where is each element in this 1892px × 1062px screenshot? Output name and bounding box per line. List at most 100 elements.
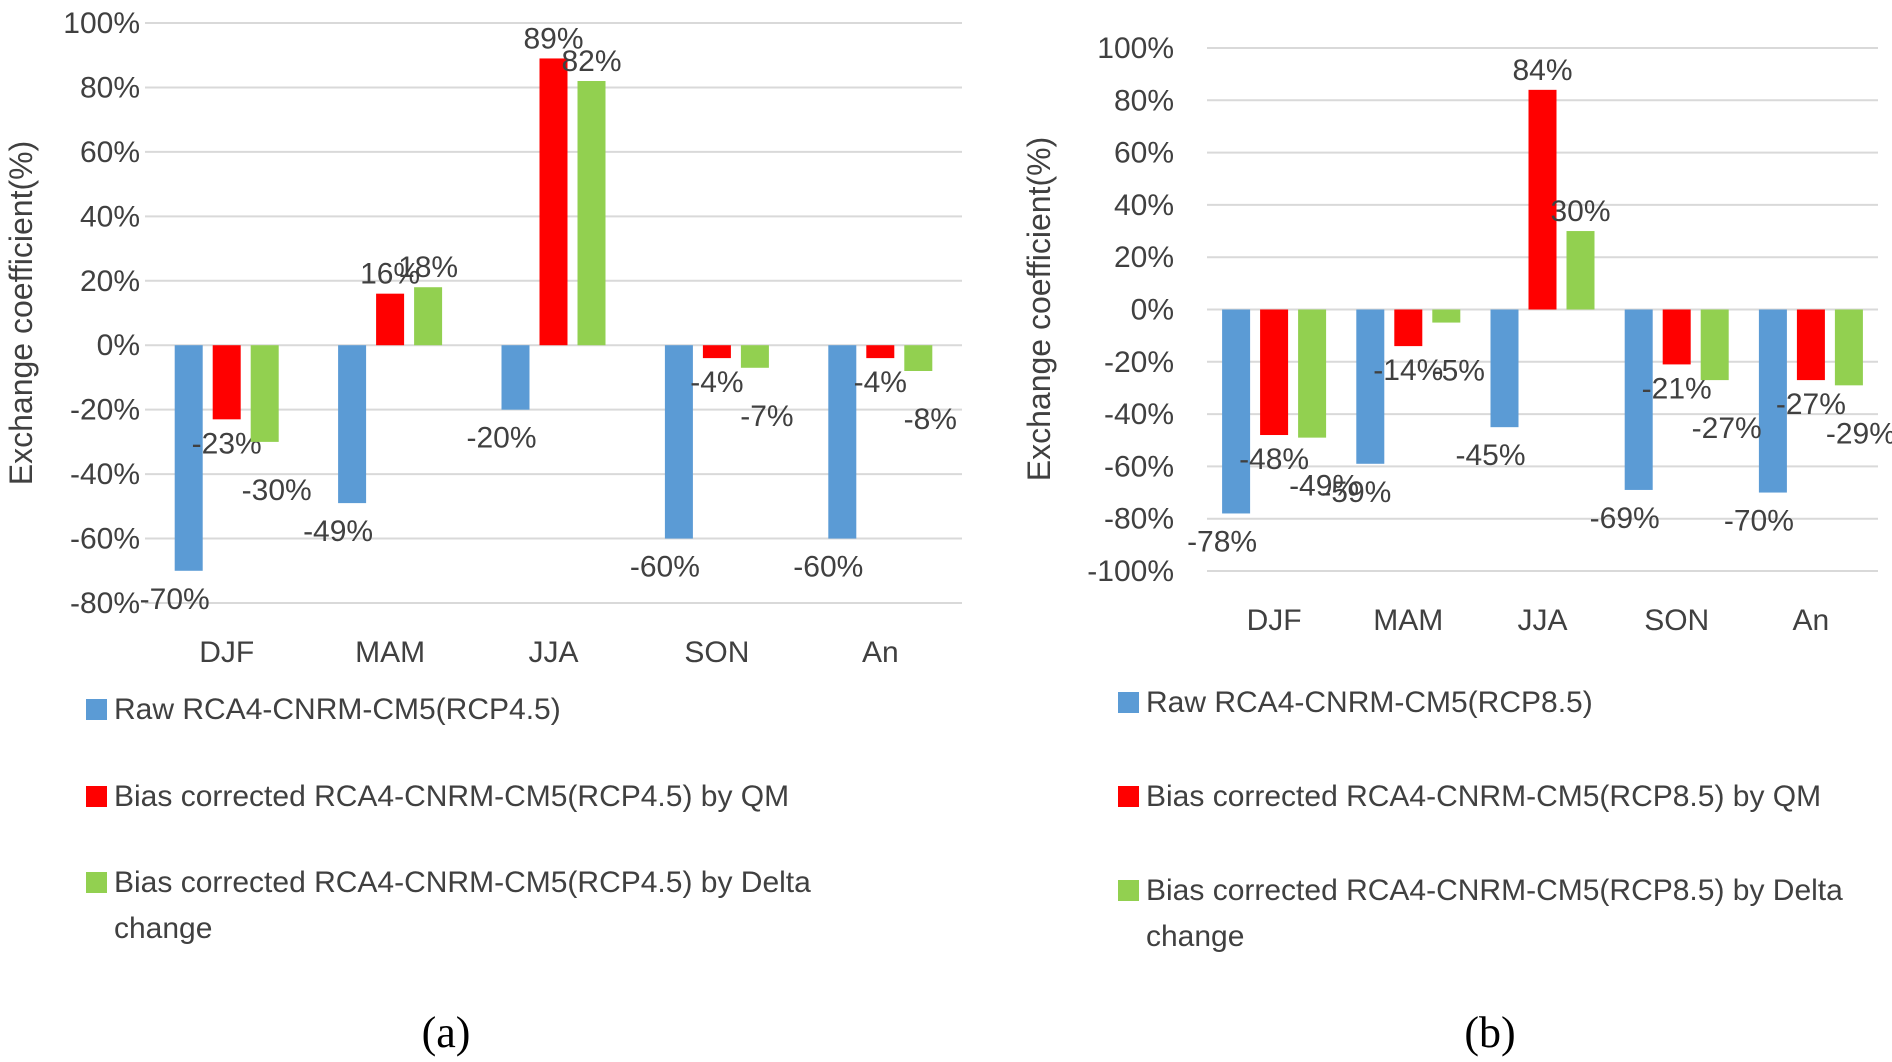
data-label-raw: -49%: [303, 515, 373, 548]
data-label-qm: -27%: [1776, 388, 1846, 421]
bar-raw: [174, 345, 203, 571]
legend-label: Bias corrected RCA4-CNRM-CM5(RCP8.5) by …: [1146, 780, 1821, 813]
x-tick-label: DJF: [1247, 604, 1302, 637]
data-label-raw: -69%: [1590, 502, 1660, 535]
chart-panel-a: 100% 80% 60% 40% 20% 0% -20% -40% -60% -80% Exchan…: [3, 7, 962, 1057]
data-label-raw: -59%: [1321, 476, 1391, 509]
legend-label: change: [114, 912, 212, 945]
data-label-qm: -4%: [854, 366, 907, 399]
bar-delta: [1432, 309, 1461, 323]
y-axis-label: Exchange coefficient(%): [3, 141, 39, 485]
legend-label: Bias corrected RCA4-CNRM-CM5(RCP4.5) by …: [114, 866, 811, 899]
data-label-qm: 84%: [1512, 54, 1572, 87]
data-label-delta: 18%: [398, 251, 458, 284]
data-label-delta: -49%: [1289, 470, 1359, 503]
legend-label: Bias corrected RCA4-CNRM-CM5(RCP8.5) by …: [1146, 874, 1843, 907]
bar-raw: [664, 345, 693, 539]
legend-swatch-qm: [86, 786, 107, 807]
data-label-qm: -23%: [192, 427, 262, 460]
y-tick-label: 60%: [80, 136, 140, 169]
bar-raw: [828, 345, 857, 539]
bar-delta: [414, 287, 443, 346]
x-tick-label: JJA: [528, 636, 578, 669]
y-tick-label: -100%: [1087, 555, 1174, 588]
data-label-delta: -7%: [740, 400, 793, 433]
y-tick-label: -80%: [70, 587, 140, 620]
data-label-delta: 82%: [561, 45, 621, 78]
data-label-qm: 89%: [523, 22, 583, 55]
legend-swatch-delta: [1118, 880, 1139, 901]
y-tick-label: 20%: [80, 265, 140, 298]
y-tick-label: 40%: [1114, 189, 1174, 222]
y-tick-label: -40%: [70, 458, 140, 491]
y-tick-label: -80%: [1104, 503, 1174, 536]
legend-label: Bias corrected RCA4-CNRM-CM5(RCP4.5) by …: [114, 780, 789, 813]
bar-raw: [1624, 309, 1653, 490]
legend-label: change: [1146, 920, 1244, 953]
data-label-qm: -48%: [1239, 443, 1309, 476]
data-label-raw: -70%: [1724, 505, 1794, 538]
bar-raw: [501, 345, 530, 410]
chart-panel-b: 100% 80% 60% 40% 20% 0% -20% -40% -60% -80% -100% E…: [1021, 32, 1892, 1057]
data-label-qm: -21%: [1642, 372, 1712, 405]
y-tick-label: -40%: [1104, 398, 1174, 431]
y-tick-label: 0%: [97, 329, 140, 362]
data-label-qm: -4%: [690, 366, 743, 399]
y-tick-label: -60%: [70, 523, 140, 556]
data-label-raw: -60%: [630, 551, 700, 584]
bar-qm: [376, 293, 405, 346]
bar-raw: [338, 345, 367, 504]
x-tick-label: SON: [684, 636, 749, 669]
bar-delta: [1298, 309, 1327, 438]
panel-caption: (a): [422, 1008, 471, 1057]
data-label-delta: -30%: [242, 474, 312, 507]
bar-raw: [1490, 309, 1519, 428]
data-label-raw: -70%: [140, 583, 210, 616]
y-tick-label: 0%: [1131, 294, 1174, 327]
data-label-raw: -78%: [1187, 525, 1257, 558]
x-tick-label: SON: [1644, 604, 1709, 637]
data-label-raw: -60%: [793, 551, 863, 584]
y-axis-label: Exchange coefficient(%): [1021, 137, 1057, 481]
data-label-qm: 16%: [360, 258, 420, 291]
bar-delta: [1834, 309, 1863, 386]
x-tick-label: MAM: [355, 636, 425, 669]
bar-qm: [1796, 309, 1825, 381]
bar-raw: [1222, 309, 1251, 514]
y-tick-label: 80%: [80, 71, 140, 104]
legend-swatch-raw: [1118, 692, 1139, 713]
legend-swatch-delta: [86, 872, 107, 893]
x-tick-label: An: [862, 636, 899, 669]
data-label-delta: -8%: [904, 403, 957, 436]
y-tick-label: 100%: [63, 7, 140, 40]
bar-qm: [1662, 309, 1691, 365]
data-label-delta: -27%: [1692, 412, 1762, 445]
bar-qm: [1528, 89, 1557, 310]
bar-qm: [539, 58, 568, 346]
bar-delta: [250, 345, 279, 442]
y-tick-label: 100%: [1097, 32, 1174, 65]
x-tick-label: An: [1793, 604, 1830, 637]
bar-delta: [740, 345, 769, 368]
bar-delta: [904, 345, 933, 371]
bar-qm: [866, 345, 895, 359]
bar-raw: [1758, 309, 1787, 493]
legend-swatch-raw: [86, 699, 107, 720]
bar-qm: [702, 345, 731, 359]
legend-label: Raw RCA4-CNRM-CM5(RCP8.5): [1146, 686, 1593, 719]
legend-swatch-qm: [1118, 786, 1139, 807]
y-tick-label: 60%: [1114, 137, 1174, 170]
y-tick-label: 80%: [1114, 84, 1174, 117]
x-tick-label: DJF: [199, 636, 254, 669]
bar-delta: [1566, 231, 1595, 310]
bar-delta: [1700, 309, 1729, 381]
bar-qm: [1394, 309, 1423, 347]
y-tick-label: -20%: [70, 394, 140, 427]
y-tick-label: 20%: [1114, 241, 1174, 274]
data-label-delta: -5%: [1432, 355, 1485, 388]
y-tick-label: -20%: [1104, 346, 1174, 379]
data-label-qm: -14%: [1373, 354, 1443, 387]
bar-qm: [1260, 309, 1289, 436]
x-tick-label: JJA: [1517, 604, 1567, 637]
